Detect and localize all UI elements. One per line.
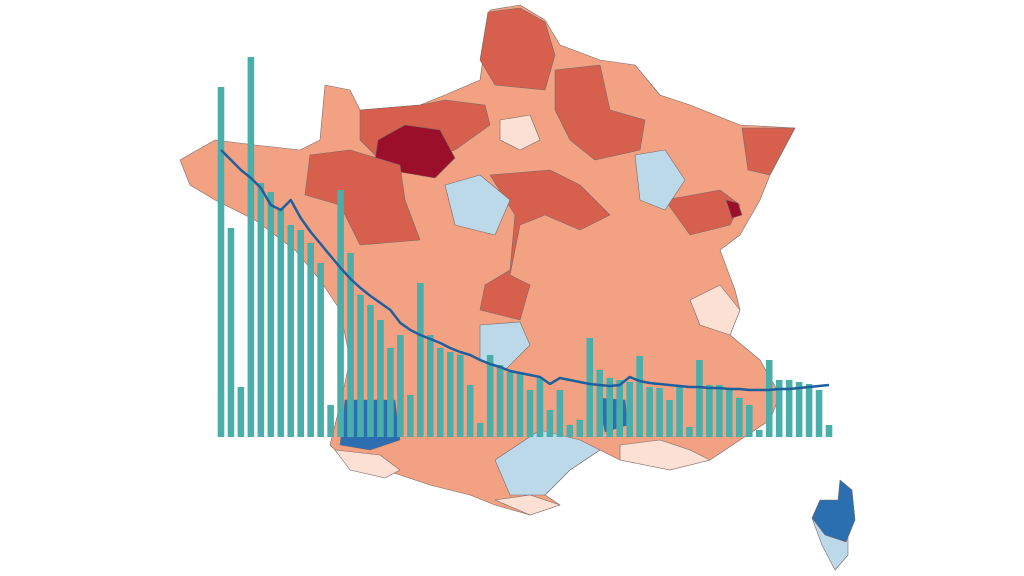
region	[479, 7, 556, 91]
bar	[815, 390, 823, 437]
bar	[636, 356, 643, 437]
bar	[646, 387, 653, 437]
region	[554, 64, 646, 161]
bar	[317, 263, 324, 437]
bar	[596, 370, 604, 437]
line	[220, 149, 830, 392]
overlay-chart	[217, 57, 833, 437]
bar	[526, 390, 534, 437]
region	[444, 174, 511, 236]
bar	[676, 385, 683, 437]
bar	[775, 380, 783, 437]
bar	[496, 365, 504, 437]
bar	[616, 380, 623, 437]
bar	[267, 192, 275, 437]
bar	[227, 228, 235, 437]
bar	[237, 387, 245, 437]
region	[741, 127, 796, 176]
region	[334, 449, 401, 479]
bar	[696, 360, 703, 437]
bar	[745, 405, 753, 437]
bar	[436, 348, 444, 437]
bar	[755, 430, 763, 437]
bar	[606, 378, 614, 437]
bar	[337, 190, 344, 437]
bar	[726, 390, 733, 437]
bar	[666, 400, 673, 437]
bar	[476, 423, 484, 437]
bar	[516, 372, 524, 437]
bar	[217, 87, 225, 437]
bar	[805, 384, 813, 437]
bar	[736, 398, 743, 437]
bar	[277, 208, 285, 437]
bar	[456, 355, 464, 437]
bar	[327, 405, 334, 437]
bar	[586, 338, 594, 437]
bar	[556, 390, 564, 437]
bar	[486, 355, 494, 437]
region	[725, 199, 743, 219]
bar	[546, 410, 554, 437]
bar	[536, 378, 544, 437]
bar	[387, 348, 394, 437]
bar	[506, 372, 514, 437]
bar	[307, 243, 314, 437]
bar	[765, 360, 773, 437]
bar	[795, 382, 803, 437]
bar	[656, 388, 663, 437]
bar	[357, 295, 364, 437]
bar	[287, 225, 295, 437]
bar	[716, 385, 723, 437]
bar	[417, 283, 424, 437]
bar	[466, 385, 474, 437]
bar	[576, 420, 584, 437]
bar	[566, 425, 574, 437]
bar	[297, 230, 305, 437]
region	[494, 494, 561, 516]
bar	[347, 253, 354, 437]
bar	[257, 183, 265, 437]
bar	[686, 427, 693, 437]
corsica-north	[811, 479, 856, 543]
bar	[407, 395, 414, 437]
bar	[825, 425, 833, 437]
bar	[626, 382, 633, 437]
bar	[785, 380, 793, 437]
bar	[446, 352, 454, 437]
bar	[377, 320, 384, 437]
region	[634, 149, 686, 211]
region	[689, 284, 741, 336]
region	[499, 114, 541, 151]
region	[304, 149, 421, 246]
region	[619, 439, 711, 471]
bar	[706, 385, 713, 437]
bar	[367, 305, 374, 437]
bar	[427, 335, 434, 437]
bar	[397, 335, 404, 437]
bar	[247, 57, 255, 437]
region	[479, 169, 611, 321]
